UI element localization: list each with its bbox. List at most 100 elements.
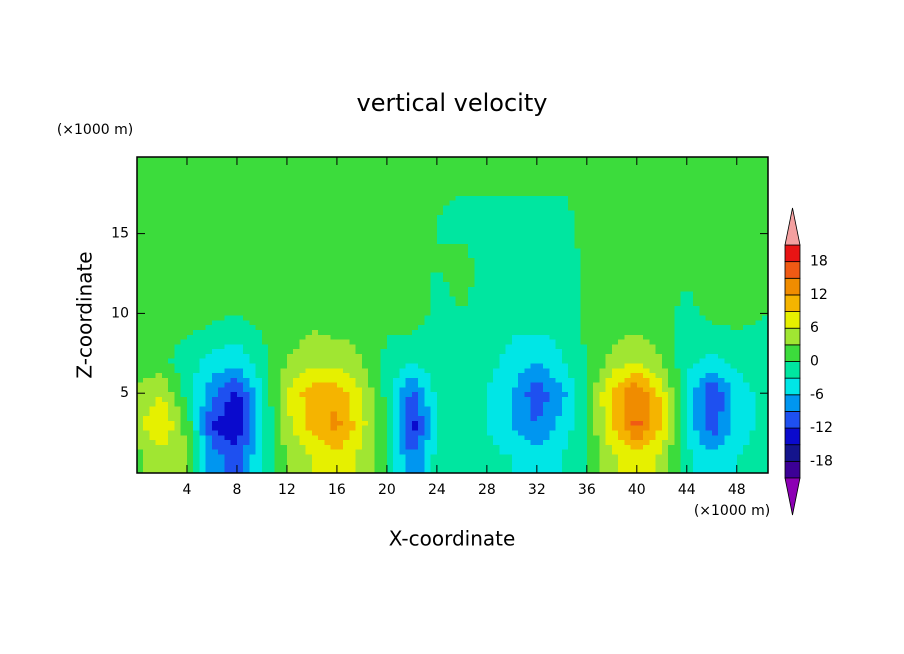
contour-cell (155, 295, 163, 302)
contour-cell (355, 305, 363, 311)
contour-cell (349, 252, 357, 259)
contour-cell (518, 233, 525, 239)
contour-cell (543, 252, 550, 259)
contour-cell (324, 396, 332, 402)
contour-cell (161, 405, 169, 412)
contour-cell (293, 343, 301, 350)
contour-cell (505, 353, 513, 359)
contour-cell (418, 262, 425, 268)
contour-cell (268, 362, 276, 369)
contour-cell (543, 238, 550, 244)
contour-cell (268, 343, 276, 350)
contour-cell (599, 276, 607, 283)
contour-cell (180, 348, 188, 354)
contour-cell (599, 386, 607, 393)
contour-cell (505, 180, 513, 187)
contour-cell (261, 420, 269, 426)
contour-cell (343, 319, 351, 326)
contour-cell (449, 157, 457, 163)
contour-cell (199, 329, 207, 335)
contour-cell (211, 362, 219, 369)
contour-cell (224, 161, 232, 168)
contour-cell (499, 305, 507, 311)
contour-cell (386, 434, 394, 441)
contour-cell (268, 295, 276, 302)
contour-cell (518, 305, 525, 311)
contour-cell (218, 468, 226, 474)
contour-cell (280, 295, 288, 302)
contour-cell (568, 228, 575, 235)
contour-cell (355, 343, 363, 350)
contour-cell (543, 276, 550, 283)
contour-cell (305, 434, 313, 441)
contour-cell (149, 291, 157, 297)
contour-cell (355, 161, 363, 168)
contour-cell (161, 190, 169, 196)
contour-cell (324, 319, 332, 326)
contour-cell (499, 310, 507, 316)
contour-cell (386, 262, 394, 268)
contour-cell (499, 180, 507, 187)
contour-cell (586, 405, 594, 412)
contour-cell (443, 171, 450, 177)
contour-cell (180, 228, 188, 235)
contour-cell (174, 315, 182, 321)
contour-cell (568, 157, 575, 163)
contour-cell (474, 382, 482, 388)
contour-cell (468, 200, 475, 206)
contour-cell (468, 386, 475, 393)
contour-cell (505, 429, 513, 436)
contour-cell (443, 190, 450, 196)
contour-cell (274, 257, 282, 263)
contour-cell (161, 300, 169, 307)
contour-cell (168, 324, 176, 330)
contour-cell (505, 405, 513, 412)
contour-cell (330, 291, 338, 297)
contour-cell (324, 243, 332, 249)
contour-cell (449, 310, 457, 316)
contour-cell (336, 243, 344, 249)
contour-cell (186, 353, 194, 359)
contour-cell (543, 286, 550, 292)
contour-cell (293, 176, 301, 182)
contour-cell (330, 329, 338, 335)
contour-cell (155, 453, 163, 460)
contour-cell (574, 233, 582, 239)
contour-cell (280, 190, 288, 196)
contour-cell (443, 219, 450, 225)
contour-cell (505, 190, 513, 196)
contour-cell (549, 157, 557, 163)
contour-cell (274, 157, 282, 163)
contour-cell (424, 209, 432, 216)
contour-cell (211, 439, 219, 445)
contour-cell (293, 362, 301, 369)
contour-cell (137, 228, 144, 235)
contour-cell (518, 338, 525, 345)
contour-cell (599, 405, 607, 412)
contour-cell (536, 300, 544, 307)
contour-cell (555, 257, 563, 263)
contour-cell (574, 300, 582, 307)
contour-cell (330, 449, 338, 455)
contour-cell (399, 353, 407, 359)
contour-cell (561, 334, 569, 340)
contour-cell (380, 420, 388, 426)
contour-cell (380, 377, 388, 383)
contour-cell (411, 391, 419, 397)
contour-cell (580, 463, 588, 469)
contour-cell (349, 257, 357, 263)
contour-cell (493, 425, 500, 431)
contour-cell (205, 176, 213, 182)
contour-cell (186, 300, 194, 307)
contour-cell (580, 267, 588, 273)
contour-cell (593, 310, 600, 316)
contour-cell (174, 171, 182, 177)
contour-cell (343, 439, 351, 445)
contour-cell (374, 319, 382, 326)
contour-cell (549, 243, 557, 249)
contour-cell (530, 238, 538, 244)
contour-cell (193, 319, 201, 326)
contour-cell (255, 271, 263, 278)
contour-cell (405, 319, 413, 326)
contour-cell (218, 396, 226, 402)
